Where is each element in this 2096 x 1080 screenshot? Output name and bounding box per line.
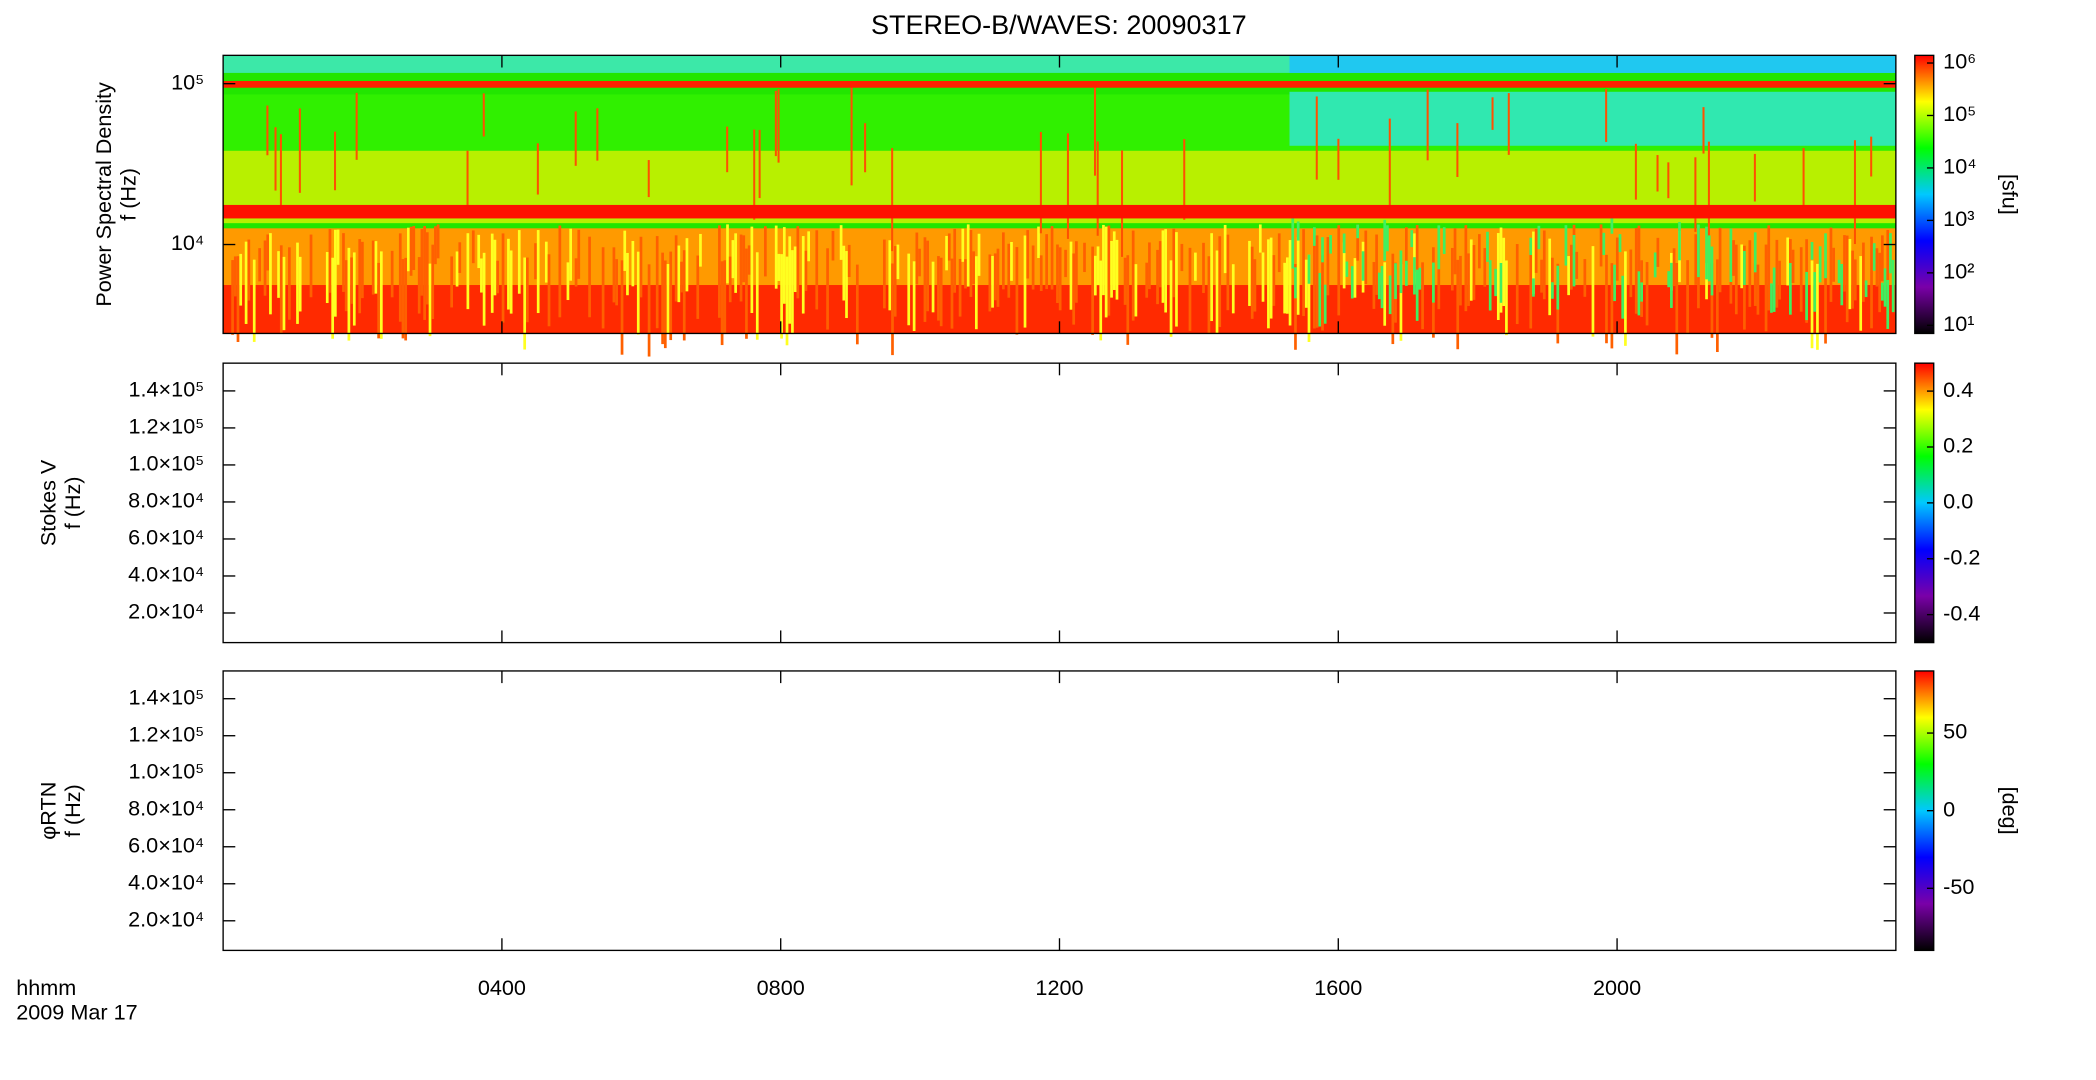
plot-frame xyxy=(222,362,1897,644)
x-tick-label: 0800 xyxy=(757,975,805,1000)
y-tick-label: 1.0×10⁵ xyxy=(128,451,204,476)
colorbar-tick-label: 10³ xyxy=(1943,206,1974,231)
y-axis-label: Stokes V xyxy=(36,459,61,546)
colorbar-tick-label: 10² xyxy=(1943,259,1974,284)
colorbar-tick-label: -0.4 xyxy=(1943,600,1980,625)
y-axis-label: f (Hz) xyxy=(116,168,141,221)
colorbar-tick-label: 50 xyxy=(1943,719,1967,744)
y-tick-label: 2.0×10⁴ xyxy=(128,907,204,932)
y-tick-label: 1.4×10⁵ xyxy=(128,684,204,709)
colorbar-tick-label: 0.0 xyxy=(1943,489,1973,514)
y-axis-label: Power Spectral Density xyxy=(91,82,116,307)
x-tick-label: 1600 xyxy=(1314,975,1362,1000)
y-axis-label: φRTN xyxy=(36,782,61,840)
y-tick-label: 1.2×10⁵ xyxy=(128,414,204,439)
colorbar-label: [sfu] xyxy=(1997,174,2022,215)
colorbar-tick-label: -50 xyxy=(1943,874,1974,899)
colorbar-tick-label: 10⁵ xyxy=(1943,101,1976,126)
y-tick-label: 6.0×10⁴ xyxy=(128,525,204,550)
y-tick-label: 10⁴ xyxy=(171,230,204,255)
x-axis-label: 2009 Mar 17 xyxy=(16,1000,137,1025)
colorbar-tick-label: 10¹ xyxy=(1943,311,1974,336)
colorbar-tick-label: -0.2 xyxy=(1943,544,1980,569)
y-tick-label: 2.0×10⁴ xyxy=(128,599,204,624)
y-tick-label: 1.2×10⁵ xyxy=(128,721,204,746)
colorbar-tick-label: 10⁶ xyxy=(1943,49,1976,74)
colorbar-tick-label: 10⁴ xyxy=(1943,154,1976,179)
x-tick-label: 2000 xyxy=(1593,975,1641,1000)
spectrogram xyxy=(223,55,1896,357)
colorbar xyxy=(1914,54,1935,335)
y-tick-label: 8.0×10⁴ xyxy=(128,488,204,513)
y-tick-label: 1.0×10⁵ xyxy=(128,758,204,783)
x-tick-label: 0400 xyxy=(478,975,526,1000)
x-axis-label: hhmm xyxy=(16,975,76,1000)
plot-frame xyxy=(222,670,1897,952)
y-tick-label: 1.4×10⁵ xyxy=(128,377,204,402)
y-tick-label: 8.0×10⁴ xyxy=(128,795,204,820)
colorbar-tick-label: 0 xyxy=(1943,796,1955,821)
y-axis-label: f (Hz) xyxy=(60,476,85,529)
y-axis-label: f (Hz) xyxy=(60,784,85,837)
y-tick-label: 10⁵ xyxy=(171,69,204,94)
colorbar-tick-label: 0.4 xyxy=(1943,377,1973,402)
colorbar-label: [deg] xyxy=(1997,787,2022,835)
colorbar-tick-label: 0.2 xyxy=(1943,433,1973,458)
y-tick-label: 4.0×10⁴ xyxy=(128,869,204,894)
y-tick-label: 4.0×10⁴ xyxy=(128,562,204,587)
x-tick-label: 1200 xyxy=(1035,975,1083,1000)
y-tick-label: 6.0×10⁴ xyxy=(128,832,204,857)
chart-title: STEREO-B/WAVES: 20090317 xyxy=(871,10,1247,40)
